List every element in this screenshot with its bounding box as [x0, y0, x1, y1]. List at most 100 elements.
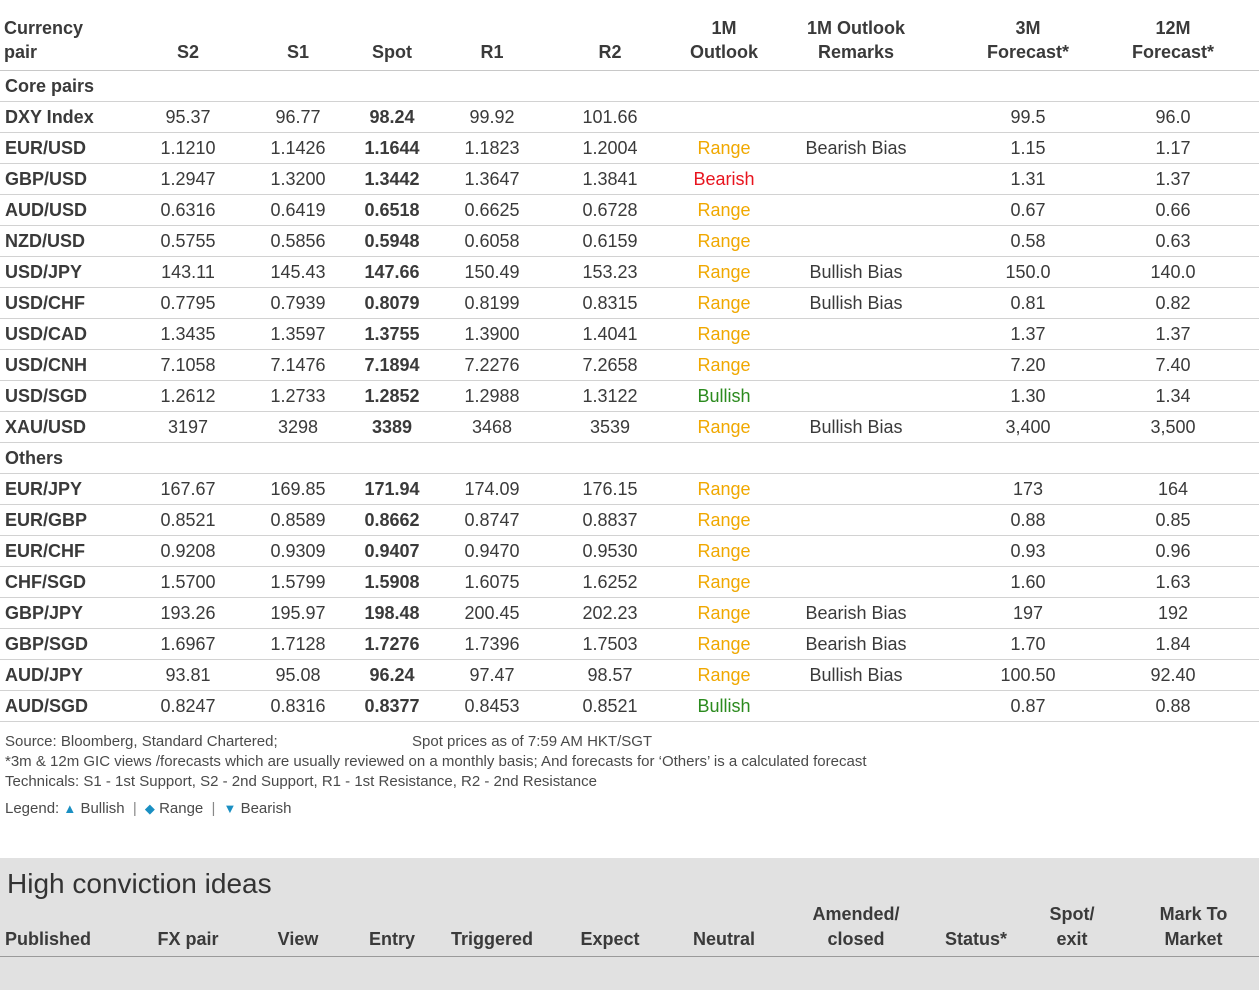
r1-cell: 174.09	[436, 473, 548, 505]
remarks-cell	[776, 566, 936, 598]
outlook-cell: Bullish	[672, 690, 776, 722]
section-header-row: Others	[0, 442, 1259, 474]
forecast-note: *3m & 12m GIC views /forecasts which are…	[5, 753, 867, 770]
forecast-12m-cell: 92.40	[1150, 664, 1196, 685]
pair-cell: NZD/USD	[0, 225, 128, 257]
forecast-12m-cell: 0.88	[1155, 695, 1191, 716]
pair-cell: USD/CNH	[0, 349, 128, 381]
r2-cell: 153.23	[548, 256, 672, 288]
high-conviction-ideas-panel: High conviction ideas Published FX pair Vi…	[0, 858, 1259, 990]
outlook-cell: Range	[672, 225, 776, 257]
source-note: Source: Bloomberg, Standard Chartered;	[5, 733, 278, 750]
r2-cell: 0.9530	[548, 535, 672, 567]
forecast-cells: 173 164	[936, 473, 1259, 505]
pair-cell: USD/JPY	[0, 256, 128, 288]
r1-cell: 97.47	[436, 659, 548, 691]
legend-bearish-label: Bearish	[240, 800, 292, 817]
s2-cell: 0.6316	[128, 194, 248, 226]
outlook-cell: Range	[672, 535, 776, 567]
pair-cell: AUD/SGD	[0, 690, 128, 722]
remarks-cell: Bearish Bias	[776, 628, 936, 660]
forecast-12m-cell: 0.85	[1155, 509, 1191, 530]
s1-cell: 0.8316	[248, 690, 348, 722]
r2-cell: 1.6252	[548, 566, 672, 598]
high-conviction-table: Published FX pair View Entry Triggered Expect…	[0, 898, 1259, 957]
table-row: USD/CNH 7.1058 7.1476 7.1894 7.2276 7.2658 Ran…	[0, 349, 1259, 381]
legend-range-label: Range	[159, 800, 204, 817]
forecast-cells: 1.30 1.34	[936, 380, 1259, 412]
r2-cell: 0.6159	[548, 225, 672, 257]
header-s2: S2	[128, 0, 248, 71]
s1-cell: 0.8589	[248, 504, 348, 536]
pair-cell: USD/CAD	[0, 318, 128, 350]
s2-cell: 193.26	[128, 597, 248, 629]
remarks-cell	[776, 163, 936, 195]
r2-cell: 1.3841	[548, 163, 672, 195]
pair-cell: EUR/GBP	[0, 504, 128, 536]
hci-header-cell: FX pair	[128, 898, 248, 957]
pair-cell: AUD/JPY	[0, 659, 128, 691]
outlook-cell: Range	[672, 504, 776, 536]
s2-cell: 1.2947	[128, 163, 248, 195]
s2-cell: 3197	[128, 411, 248, 443]
forecast-3m-cell: 0.58	[1010, 230, 1046, 251]
remarks-cell	[776, 225, 936, 257]
table-row: GBP/SGD 1.6967 1.7128 1.7276 1.7396 1.7503 Ran…	[0, 628, 1259, 660]
outlook-cell: Range	[672, 628, 776, 660]
table-row: EUR/GBP 0.8521 0.8589 0.8662 0.8747 0.8837 Ran…	[0, 504, 1259, 536]
r1-cell: 150.49	[436, 256, 548, 288]
r2-cell: 176.15	[548, 473, 672, 505]
forecast-3m-cell: 1.37	[1010, 323, 1046, 344]
fx-table: Currency pair S2 S1 Spot R1 R2 1M Outlook …	[0, 0, 1259, 722]
s1-cell: 169.85	[248, 473, 348, 505]
hci-header-cell: Triggered	[436, 898, 548, 957]
s2-cell: 93.81	[128, 659, 248, 691]
s1-cell: 0.7939	[248, 287, 348, 319]
forecast-cells: 100.50 92.40	[936, 659, 1259, 691]
forecast-cells: 0.88 0.85	[936, 504, 1259, 536]
remarks-cell: Bullish Bias	[776, 256, 936, 288]
forecast-cells: 1.31 1.37	[936, 163, 1259, 195]
hci-header-cell: View	[248, 898, 348, 957]
table-row: AUD/SGD 0.8247 0.8316 0.8377 0.8453 0.8521 Bul…	[0, 690, 1259, 722]
r1-cell: 200.45	[436, 597, 548, 629]
spot-cell: 171.94	[348, 473, 436, 505]
s1-cell: 95.08	[248, 659, 348, 691]
spot-cell: 0.8377	[348, 690, 436, 722]
header-currency-pair: Currency pair	[0, 0, 128, 71]
r1-cell: 0.9470	[436, 535, 548, 567]
r2-cell: 1.7503	[548, 628, 672, 660]
spot-cell: 1.3442	[348, 163, 436, 195]
header-1m-outlook: 1M Outlook	[672, 0, 776, 71]
forecast-12m-cell: 3,500	[1150, 416, 1196, 437]
spot-cell: 1.1644	[348, 132, 436, 164]
range-diamond-icon: ◆	[144, 801, 155, 816]
r2-cell: 3539	[548, 411, 672, 443]
r1-cell: 3468	[436, 411, 548, 443]
spot-cell: 0.8079	[348, 287, 436, 319]
s1-cell: 1.3200	[248, 163, 348, 195]
s1-cell: 1.7128	[248, 628, 348, 660]
forecast-cells: 1.70 1.84	[936, 628, 1259, 660]
outlook-cell	[672, 101, 776, 133]
header-s1: S1	[248, 0, 348, 71]
spot-cell: 198.48	[348, 597, 436, 629]
r1-cell: 0.8453	[436, 690, 548, 722]
r1-cell: 0.8199	[436, 287, 548, 319]
s2-cell: 1.1210	[128, 132, 248, 164]
s2-cell: 0.9208	[128, 535, 248, 567]
header-1m-remarks: 1M Outlook Remarks	[776, 0, 936, 71]
forecast-3m-cell: 0.87	[1010, 695, 1046, 716]
r2-cell: 1.3122	[548, 380, 672, 412]
s1-cell: 1.2733	[248, 380, 348, 412]
hci-header-cell: Expect	[548, 898, 672, 957]
pair-cell: XAU/USD	[0, 411, 128, 443]
pair-cell: USD/SGD	[0, 380, 128, 412]
s2-cell: 167.67	[128, 473, 248, 505]
header-r1: R1	[436, 0, 548, 71]
s2-cell: 0.5755	[128, 225, 248, 257]
spot-cell: 1.7276	[348, 628, 436, 660]
spot-cell: 147.66	[348, 256, 436, 288]
outlook-cell: Range	[672, 566, 776, 598]
remarks-cell	[776, 690, 936, 722]
